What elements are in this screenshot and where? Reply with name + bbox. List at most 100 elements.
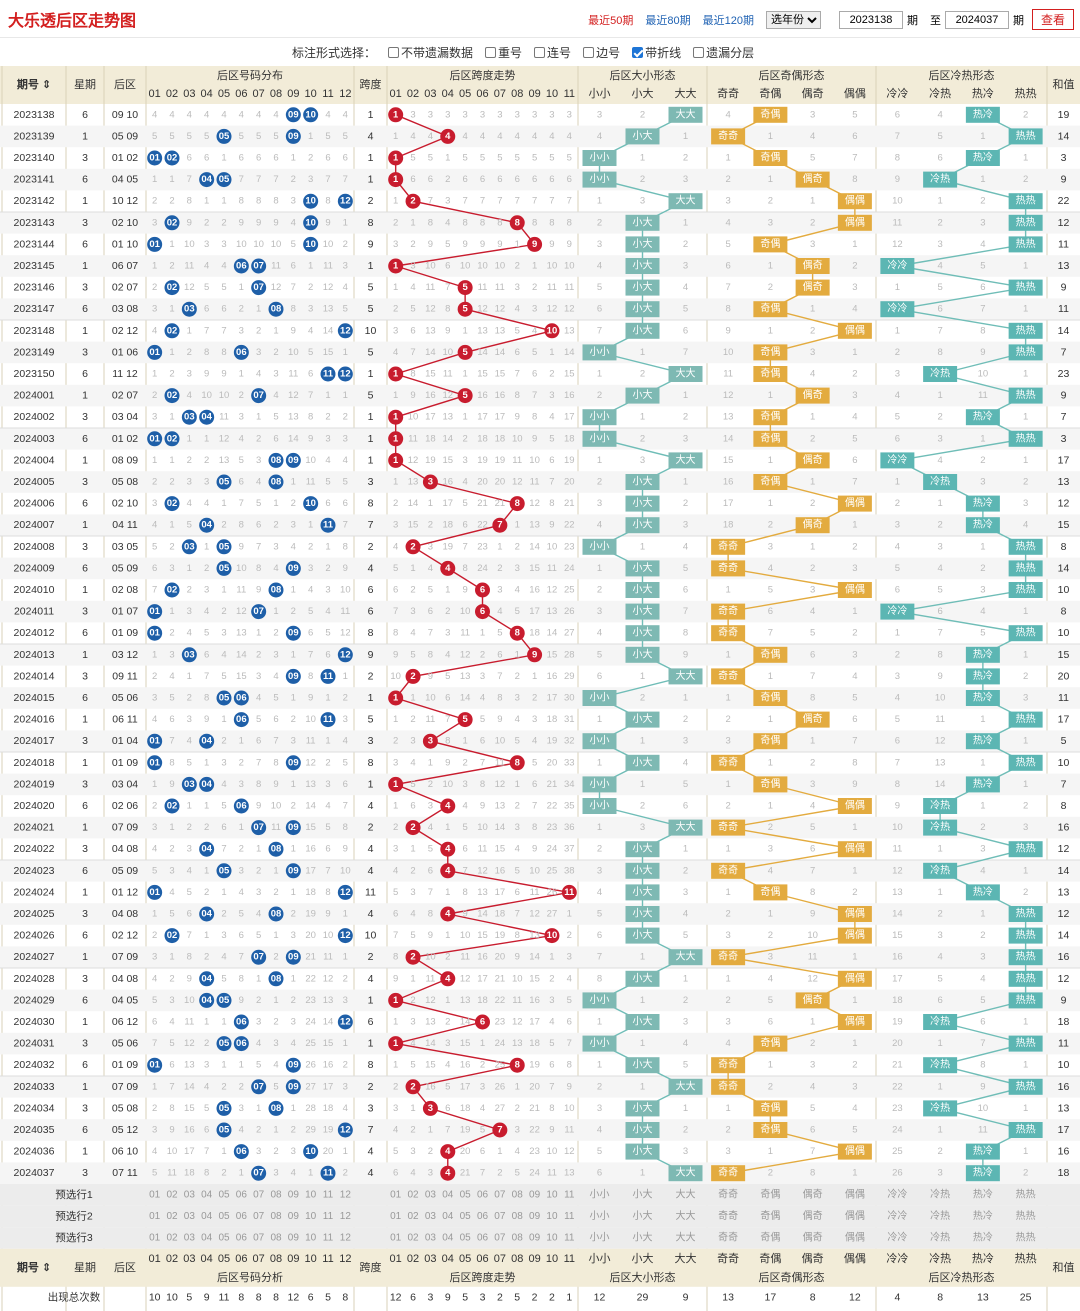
back-ball[interactable] xyxy=(164,798,180,814)
back-ball[interactable] xyxy=(268,452,284,468)
span-ball[interactable] xyxy=(509,215,525,231)
size-block[interactable] xyxy=(582,690,617,706)
back-ball[interactable] xyxy=(337,1014,353,1030)
back-ball[interactable] xyxy=(320,366,336,382)
issue-cell[interactable]: 2024027 xyxy=(14,951,55,963)
oe-block[interactable] xyxy=(837,495,872,512)
span-ball[interactable] xyxy=(422,474,438,490)
oe-block[interactable] xyxy=(837,193,872,210)
size-block[interactable] xyxy=(625,603,660,620)
preselect-cell[interactable]: 01 xyxy=(149,1233,161,1244)
span-ball[interactable] xyxy=(405,820,421,836)
issue-cell[interactable]: 2024026 xyxy=(14,930,55,942)
back-ball[interactable] xyxy=(164,150,180,166)
preselect-cell[interactable]: 07 xyxy=(253,1233,265,1244)
preselect-cell[interactable]: 07 xyxy=(253,1211,265,1222)
hc-block[interactable] xyxy=(965,884,1000,901)
oe-block[interactable] xyxy=(753,301,788,318)
hc-block[interactable] xyxy=(1008,430,1043,447)
back-ball[interactable] xyxy=(337,323,353,339)
size-block[interactable] xyxy=(625,560,660,577)
issue-cell[interactable]: 2024017 xyxy=(14,735,55,747)
span-ball[interactable] xyxy=(422,1100,438,1116)
preselect-cell[interactable]: 01 xyxy=(390,1211,402,1222)
preselect-cell[interactable]: 06 xyxy=(236,1233,248,1244)
back-ball[interactable] xyxy=(147,150,163,166)
span-ball[interactable] xyxy=(388,431,404,447)
hc-block[interactable] xyxy=(965,1143,1000,1160)
issue-cell[interactable]: 2024009 xyxy=(14,562,55,574)
query-button[interactable]: 查看 xyxy=(1031,9,1074,30)
size-block[interactable] xyxy=(625,236,660,253)
hc-block[interactable] xyxy=(1008,625,1043,642)
span-ball[interactable] xyxy=(457,280,473,296)
issue-cell[interactable]: 2023141 xyxy=(14,174,55,186)
preselect-cell[interactable]: 07 xyxy=(494,1189,506,1200)
preselect-cell[interactable]: 奇偶 xyxy=(760,1187,780,1200)
size-block[interactable] xyxy=(582,409,617,426)
preselect-cell[interactable]: 05 xyxy=(460,1211,472,1222)
size-block[interactable] xyxy=(668,106,703,123)
span-ball[interactable] xyxy=(440,128,456,144)
span-ball[interactable] xyxy=(440,560,456,576)
preselect-cell[interactable]: 04 xyxy=(442,1211,454,1222)
hc-block[interactable] xyxy=(1008,841,1043,858)
issue-cell[interactable]: 2023149 xyxy=(14,346,55,358)
issue-cell[interactable]: 2024004 xyxy=(14,454,55,466)
back-ball[interactable] xyxy=(303,236,319,252)
back-ball[interactable] xyxy=(181,539,197,555)
preselect-cell[interactable]: 热冷 xyxy=(973,1231,993,1244)
hc-block[interactable] xyxy=(880,452,915,469)
issue-cell[interactable]: 2023142 xyxy=(14,195,55,207)
hc-block[interactable] xyxy=(1008,322,1043,339)
issue-cell[interactable]: 2024018 xyxy=(14,757,55,769)
size-block[interactable] xyxy=(668,819,703,836)
issue-cell[interactable]: 2023150 xyxy=(14,368,55,380)
back-ball[interactable] xyxy=(199,517,215,533)
preselect-cell[interactable]: 大大 xyxy=(676,1209,696,1222)
preselect-cell[interactable]: 偶偶 xyxy=(845,1187,865,1200)
size-block[interactable] xyxy=(582,538,617,555)
preselect-cell[interactable]: 08 xyxy=(270,1211,282,1222)
hc-block[interactable] xyxy=(923,474,958,490)
oe-block[interactable] xyxy=(711,538,746,555)
back-ball[interactable] xyxy=(337,647,353,663)
span-ball[interactable] xyxy=(405,193,421,209)
issue-cell[interactable]: 2024012 xyxy=(14,627,55,639)
preselect-cell[interactable]: 热热 xyxy=(1016,1231,1036,1244)
hc-block[interactable] xyxy=(1008,1035,1043,1052)
size-block[interactable] xyxy=(625,1143,660,1160)
back-ball[interactable] xyxy=(251,1165,267,1181)
span-ball[interactable] xyxy=(440,971,456,987)
preselect-cell[interactable]: 03 xyxy=(184,1211,196,1222)
issue-cell[interactable]: 2024031 xyxy=(14,1038,55,1050)
preselect-cell[interactable]: 09 xyxy=(288,1233,300,1244)
preselect-cell[interactable]: 07 xyxy=(253,1189,265,1200)
issue-cell[interactable]: 2024005 xyxy=(14,476,55,488)
span-ball[interactable] xyxy=(509,1057,525,1073)
oe-block[interactable] xyxy=(837,927,872,944)
back-ball[interactable] xyxy=(216,690,232,706)
oe-block[interactable] xyxy=(753,1122,788,1138)
preselect-cell[interactable]: 11 xyxy=(323,1189,334,1200)
hc-block[interactable] xyxy=(965,776,1000,793)
preselect-cell[interactable]: 11 xyxy=(323,1233,334,1244)
issue-cell[interactable]: 2024025 xyxy=(14,908,55,920)
size-block[interactable] xyxy=(582,344,617,361)
back-ball[interactable] xyxy=(303,496,319,512)
back-ball[interactable] xyxy=(285,1079,301,1095)
oe-block[interactable] xyxy=(795,171,830,188)
preselect-cell[interactable]: 11 xyxy=(564,1233,575,1244)
back-ball[interactable] xyxy=(216,560,232,576)
preselect-cell[interactable]: 冷热 xyxy=(930,1187,950,1200)
preselect-cell[interactable]: 08 xyxy=(270,1233,282,1244)
back-ball[interactable] xyxy=(268,474,284,490)
hc-block[interactable] xyxy=(1008,236,1043,253)
preselect-cell[interactable]: 03 xyxy=(425,1211,437,1222)
back-ball[interactable] xyxy=(164,323,180,339)
back-ball[interactable] xyxy=(233,344,249,360)
preselect-cell[interactable]: 10 xyxy=(305,1189,317,1200)
hc-block[interactable] xyxy=(965,517,1000,534)
preselect-cell[interactable]: 奇奇 xyxy=(718,1209,738,1222)
hc-block[interactable] xyxy=(923,1014,958,1030)
